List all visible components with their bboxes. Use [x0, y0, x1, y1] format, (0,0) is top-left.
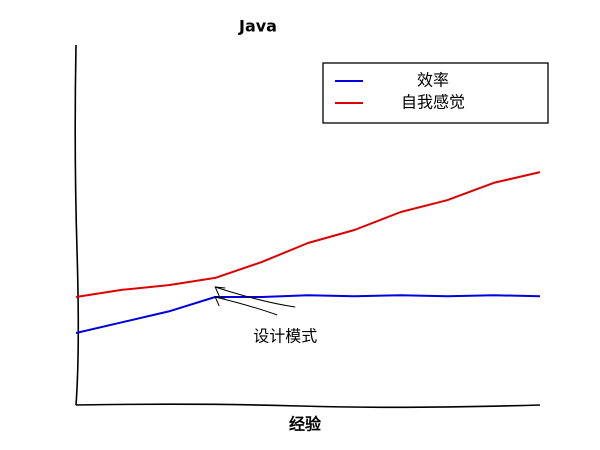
y-axis: [74, 44, 80, 406]
annotation-text: 设计模式: [253, 327, 317, 346]
data-line: [75, 294, 541, 334]
annotation-arrowhead: [214, 286, 226, 297]
annotation-arrowhead: [214, 296, 226, 307]
legend-box: [322, 62, 549, 124]
x-axis: [75, 403, 541, 409]
annotation-arrow: [215, 286, 296, 308]
chart-title: Java: [238, 17, 277, 36]
legend-label: 自我感觉: [401, 93, 465, 112]
data-line: [75, 171, 541, 298]
legend-label: 效率: [417, 71, 449, 90]
x-axis-label: 经验: [289, 415, 322, 434]
annotation-arrow: [215, 296, 278, 316]
